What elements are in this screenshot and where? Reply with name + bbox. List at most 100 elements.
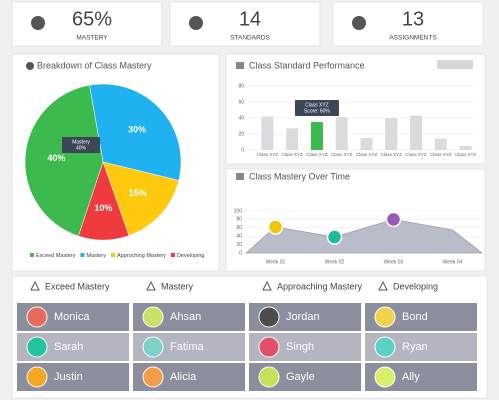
student-avatar bbox=[374, 366, 396, 388]
student-avatar bbox=[258, 366, 280, 388]
student-name: Ahsan bbox=[170, 311, 201, 323]
student-avatar bbox=[258, 306, 280, 328]
student-avatar bbox=[374, 306, 396, 328]
tooltip-text: 40% bbox=[76, 145, 87, 151]
column-title: Mastery bbox=[161, 281, 194, 291]
pie-slice bbox=[24, 84, 104, 237]
legend-swatch bbox=[111, 253, 115, 257]
legend-label: Exceed Mastery bbox=[36, 253, 76, 259]
bar bbox=[261, 116, 274, 150]
y-tick-label: 0 bbox=[241, 147, 244, 153]
student-avatar bbox=[142, 336, 164, 358]
y-tick-label: 0 bbox=[239, 250, 242, 256]
legend-label: Approching Mastery bbox=[117, 253, 166, 259]
bar bbox=[360, 138, 373, 150]
student-name: Justin bbox=[54, 371, 83, 383]
x-tick-label: Class XYZ bbox=[405, 152, 427, 157]
x-tick-label: Week 02 bbox=[325, 259, 345, 265]
stat-label: STANDARDS bbox=[230, 35, 270, 42]
bar bbox=[335, 117, 348, 150]
x-tick-label: Week 03 bbox=[384, 259, 404, 265]
student-avatar bbox=[258, 336, 280, 358]
header-icon bbox=[146, 280, 156, 291]
student-avatar bbox=[374, 336, 396, 358]
tooltip-text: Class XYZ bbox=[305, 102, 329, 108]
panel bbox=[225, 168, 486, 272]
student-avatar bbox=[142, 306, 164, 328]
avatar-marker bbox=[385, 211, 402, 228]
y-tick-label: 20 bbox=[238, 131, 244, 137]
header-icon bbox=[30, 280, 40, 291]
slice-label: 10% bbox=[94, 203, 112, 213]
slice-label: 30% bbox=[128, 124, 146, 134]
student-name: Jordan bbox=[286, 311, 320, 323]
x-tick-label: Class XYZ bbox=[306, 152, 328, 157]
title-icon bbox=[236, 173, 244, 180]
bar bbox=[286, 128, 299, 150]
avatar-marker bbox=[326, 229, 343, 245]
slice-label: 40% bbox=[47, 153, 65, 163]
avatar-marker bbox=[267, 219, 284, 235]
pie-slice bbox=[102, 161, 180, 236]
bar bbox=[385, 118, 398, 150]
legend-label: Developing bbox=[177, 253, 205, 259]
x-tick-label: Class XYZ bbox=[356, 152, 378, 157]
student-name: Sarah bbox=[54, 341, 83, 353]
panel-title: Class Standard Performance bbox=[249, 60, 365, 70]
legend-swatch bbox=[30, 253, 34, 257]
title-icon bbox=[26, 62, 34, 70]
panel-title: Class Mastery Over Time bbox=[249, 171, 350, 181]
student-name: Gayle bbox=[286, 371, 315, 383]
stat-value: 65% bbox=[72, 8, 112, 30]
student-name: Singh bbox=[286, 341, 314, 353]
stat-label: MASTERY bbox=[76, 35, 108, 42]
slice-label: 15% bbox=[129, 188, 147, 198]
student-name: Ryan bbox=[402, 341, 428, 353]
y-tick-label: 40 bbox=[236, 234, 242, 240]
panel-title: Breakdown of Class Mastery bbox=[37, 60, 152, 70]
bar bbox=[459, 146, 472, 150]
bar bbox=[434, 138, 447, 150]
y-tick-label: 20 bbox=[236, 242, 242, 248]
x-tick-label: Week 01 bbox=[266, 259, 286, 265]
tooltip bbox=[62, 137, 100, 153]
stat-icon bbox=[31, 16, 45, 30]
tooltip-text: Mastery bbox=[72, 139, 90, 145]
column-title: Approaching Mastery bbox=[277, 281, 363, 291]
tooltip bbox=[294, 100, 339, 116]
stat-value: 14 bbox=[239, 8, 261, 30]
y-tick-label: 60 bbox=[236, 225, 242, 231]
legend-swatch bbox=[170, 253, 175, 257]
x-tick-label: Class XYZ bbox=[257, 152, 279, 157]
tooltip-text: Score: 60% bbox=[304, 108, 330, 114]
student-name: Monica bbox=[54, 311, 90, 323]
student-avatar bbox=[26, 306, 48, 328]
header-icon bbox=[262, 280, 272, 291]
pager[interactable] bbox=[437, 60, 473, 69]
y-tick-label: 40 bbox=[238, 115, 244, 121]
x-tick-label: Class XYZ bbox=[282, 152, 304, 157]
y-tick-label: 60 bbox=[238, 99, 244, 105]
legend-swatch bbox=[80, 253, 85, 257]
stat-icon bbox=[189, 16, 203, 30]
bar bbox=[410, 115, 423, 150]
student-avatar bbox=[26, 336, 48, 358]
x-tick-label: Class XYZ bbox=[381, 152, 403, 157]
student-avatar bbox=[142, 366, 164, 388]
legend-label: Mastery bbox=[86, 253, 106, 259]
stat-label: ASSIGNMENTS bbox=[389, 35, 437, 42]
title-icon bbox=[236, 62, 244, 69]
y-tick-label: 100 bbox=[234, 208, 243, 214]
student-name: Alicia bbox=[170, 371, 197, 383]
column-title: Exceed Mastery bbox=[45, 281, 110, 291]
student-avatar bbox=[26, 366, 48, 388]
student-name: Ally bbox=[402, 371, 420, 383]
header-icon bbox=[378, 280, 388, 291]
pie-slice bbox=[89, 83, 182, 181]
stat-icon bbox=[352, 16, 366, 30]
x-tick-label: Class XYZ bbox=[455, 152, 477, 157]
x-tick-label: Class XYZ bbox=[430, 152, 452, 157]
column-title: Developing bbox=[393, 281, 438, 291]
